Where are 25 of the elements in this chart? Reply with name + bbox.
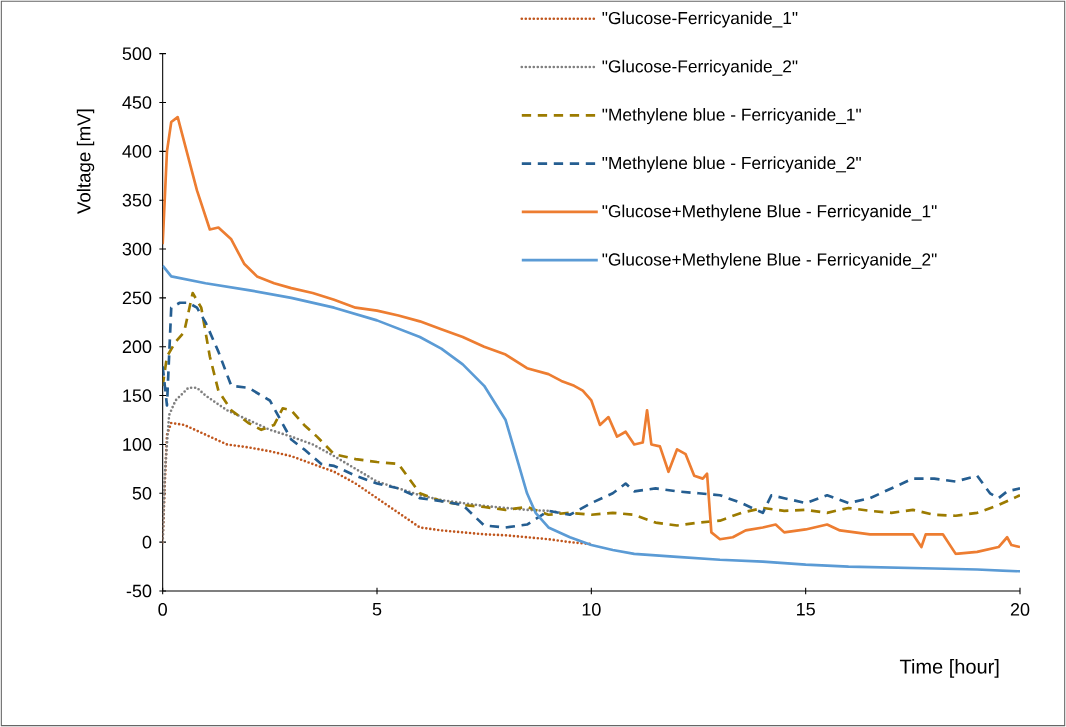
y-tick-label: 150 — [123, 389, 152, 402]
x-tick-label: 15 — [797, 603, 815, 616]
legend-label: "Methylene blue - Ferricyanide_2" — [602, 156, 861, 173]
x-tick-label: 10 — [582, 603, 601, 616]
y-tick-label: 0 — [142, 535, 152, 549]
y-tick-label: 500 — [122, 47, 152, 61]
x-tick-label: 20 — [1010, 603, 1030, 616]
y-tick-label: 350 — [122, 193, 152, 207]
y-tick-label: 200 — [122, 340, 152, 354]
legend-label: "Glucose+Methylene Blue - Ferricyanide_2" — [602, 252, 937, 270]
legend-label: "Glucose-Ferricyanide_2" — [602, 59, 798, 76]
y-tick-label: 400 — [122, 144, 152, 158]
legend-label: "Glucose-Ferricyanide_1" — [602, 11, 798, 28]
y-tick-label: -50 — [126, 584, 152, 598]
y-axis-title: Voltage [mV] — [76, 109, 95, 214]
y-tick-label: 50 — [132, 486, 152, 500]
y-tick-label: 250 — [122, 291, 152, 305]
legend-label: "Methylene blue - Ferricyanide_1" — [602, 108, 861, 125]
x-tick-label: 5 — [372, 603, 382, 616]
y-tick-label: 450 — [122, 96, 152, 109]
y-tick-label: 300 — [122, 242, 152, 256]
x-tick-label: 0 — [158, 603, 167, 616]
y-tick-label: 100 — [123, 438, 152, 451]
x-axis-title: Time [hour] — [899, 659, 999, 678]
legend-label: "Glucose+Methylene Blue - Ferricyanide_1" — [602, 204, 937, 221]
